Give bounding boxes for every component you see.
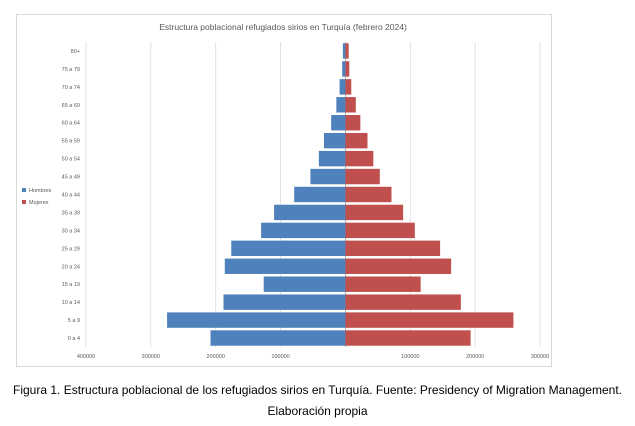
bar-hombres bbox=[263, 276, 346, 292]
bar-hombres bbox=[231, 240, 346, 257]
bar-hombres bbox=[318, 150, 346, 167]
bar-hombres bbox=[294, 186, 346, 203]
category-label: 40 a 44 bbox=[62, 193, 80, 199]
category-label: 50 a 54 bbox=[62, 157, 80, 163]
caption-line-2: Elaboración propia bbox=[267, 404, 368, 418]
x-tick-label: 200000 bbox=[207, 354, 225, 360]
population-pyramid-chart: Estructura poblacional refugiados sirios… bbox=[22, 22, 549, 360]
figure-caption: Figura 1. Estructura poblacional de los … bbox=[0, 380, 635, 422]
bar-mujeres bbox=[345, 276, 421, 292]
category-label: 70 a 74 bbox=[62, 85, 80, 91]
bar-mujeres bbox=[345, 240, 441, 257]
bar-hombres bbox=[331, 115, 346, 131]
bar-mujeres bbox=[345, 150, 374, 167]
bar-hombres bbox=[342, 61, 346, 77]
category-label: 60 a 64 bbox=[62, 121, 80, 127]
x-tick-label: 400000 bbox=[77, 354, 95, 360]
bar-hombres bbox=[342, 43, 346, 59]
category-label: 35 a 39 bbox=[62, 210, 80, 216]
bar-mujeres bbox=[345, 186, 392, 203]
x-tick-label: 100000 bbox=[271, 354, 289, 360]
chart-title: Estructura poblacional refugiados sirios… bbox=[159, 22, 407, 32]
bar-hombres bbox=[261, 222, 346, 239]
bar-mujeres bbox=[345, 294, 461, 310]
x-tick-label: 300000 bbox=[531, 354, 549, 360]
caption-line-1: Figura 1. Estructura poblacional de los … bbox=[13, 383, 622, 397]
category-label: 45 a 49 bbox=[62, 175, 80, 181]
chart-frame: Estructura poblacional refugiados sirios… bbox=[16, 14, 552, 367]
bar-hombres bbox=[274, 204, 346, 221]
bar-mujeres bbox=[345, 97, 356, 113]
category-label: 80+ bbox=[71, 49, 80, 55]
legend-swatch bbox=[22, 188, 26, 192]
bar-mujeres bbox=[345, 312, 514, 328]
bar-hombres bbox=[339, 79, 346, 95]
bar-mujeres bbox=[345, 43, 349, 59]
bar-hombres bbox=[336, 97, 346, 113]
category-label: 20 a 24 bbox=[62, 264, 80, 270]
bar-hombres bbox=[324, 132, 346, 149]
x-tick-label: 200000 bbox=[466, 354, 484, 360]
bar-mujeres bbox=[345, 258, 452, 274]
category-label: 5 a 9 bbox=[68, 318, 80, 324]
category-label: 10 a 14 bbox=[62, 300, 80, 306]
x-tick-label: 100000 bbox=[401, 354, 419, 360]
category-label: 75 a 79 bbox=[62, 67, 80, 73]
bar-hombres bbox=[167, 312, 346, 328]
bar-mujeres bbox=[345, 330, 471, 346]
category-label: 55 a 59 bbox=[62, 139, 80, 145]
category-label: 15 a 19 bbox=[62, 282, 80, 288]
category-label: 65 a 69 bbox=[62, 103, 80, 109]
bar-mujeres bbox=[345, 132, 368, 149]
legend-label: Mujeres bbox=[29, 200, 49, 206]
bar-hombres bbox=[310, 168, 346, 185]
legend-swatch bbox=[22, 200, 26, 204]
bar-mujeres bbox=[345, 115, 361, 131]
category-label: 25 a 29 bbox=[62, 246, 80, 252]
bar-hombres bbox=[210, 330, 346, 346]
category-label: 30 a 34 bbox=[62, 228, 80, 234]
bar-mujeres bbox=[345, 222, 415, 239]
bar-hombres bbox=[223, 294, 346, 310]
legend-label: Hombres bbox=[29, 188, 52, 194]
bar-hombres bbox=[224, 258, 346, 274]
bar-mujeres bbox=[345, 204, 404, 221]
x-tick-label: 300000 bbox=[142, 354, 160, 360]
category-label: 0 a 4 bbox=[68, 336, 80, 342]
bar-mujeres bbox=[345, 79, 352, 95]
bar-mujeres bbox=[345, 61, 350, 77]
bar-mujeres bbox=[345, 168, 380, 185]
